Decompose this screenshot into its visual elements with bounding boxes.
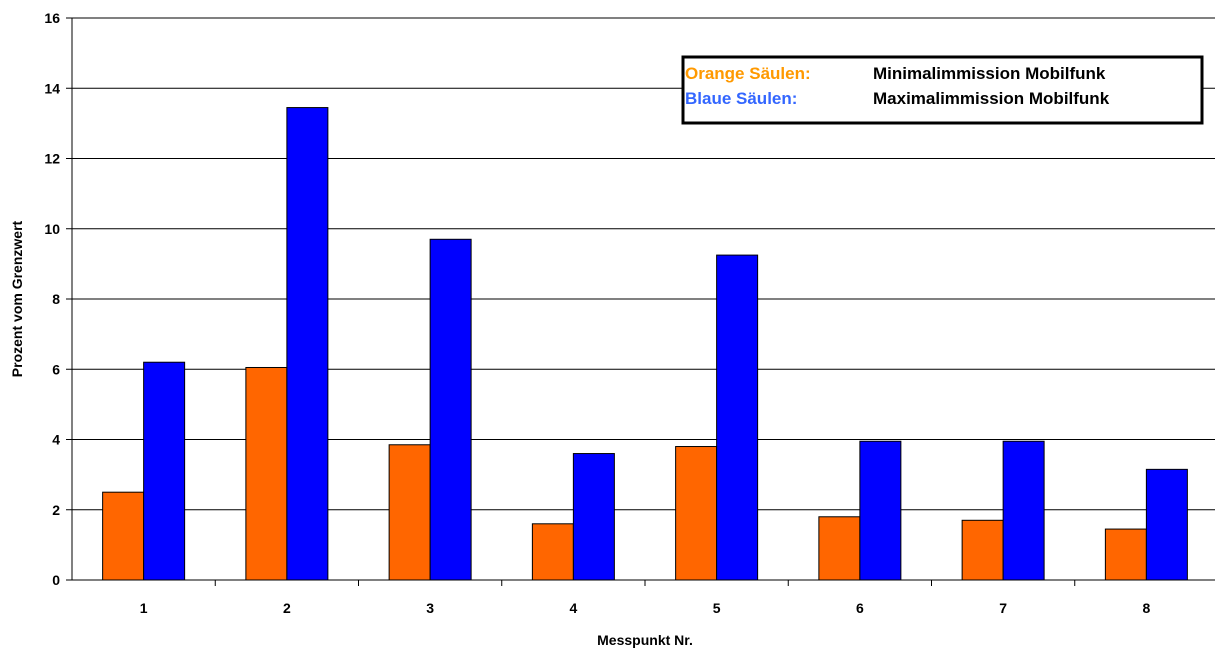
legend-key-orange: Orange Säulen: <box>685 64 811 83</box>
bar-orange-2 <box>245 366 288 581</box>
x-tick-labels: 1 2 3 4 5 6 7 8 <box>140 580 1150 616</box>
bar-blue-4 <box>572 453 615 581</box>
bar-blue-8 <box>1145 468 1188 581</box>
y-axis-title: Prozent vom Grenzwert <box>9 220 25 377</box>
bar-orange-8 <box>1104 528 1147 581</box>
y-tick-label: 6 <box>52 361 60 377</box>
y-tick-label: 16 <box>44 10 60 26</box>
bar-orange-5 <box>675 446 718 581</box>
x-tick-label: 2 <box>283 600 291 616</box>
legend-value-orange: Minimalimmission Mobilfunk <box>873 64 1106 83</box>
legend-box <box>681 55 1204 125</box>
bars <box>102 107 1188 581</box>
legend-key-blue: Blaue Säulen: <box>685 89 797 108</box>
bar-blue-7 <box>1002 440 1045 581</box>
x-tick-label: 4 <box>569 600 577 616</box>
bar-blue-3 <box>429 238 472 581</box>
y-tick-label: 10 <box>44 221 60 237</box>
y-tick-label: 8 <box>52 291 60 307</box>
bar-orange-4 <box>531 523 574 581</box>
bar-orange-7 <box>961 519 1004 581</box>
bar-blue-1 <box>143 361 186 581</box>
y-tick-label: 12 <box>44 151 60 167</box>
x-tick-label: 7 <box>999 600 1007 616</box>
x-tick-label: 6 <box>856 600 864 616</box>
y-tick-label: 14 <box>44 80 60 96</box>
y-tick-label: 4 <box>52 432 60 448</box>
legend: Orange Säulen: Minimalimmission Mobilfun… <box>681 55 1204 125</box>
x-tick-label: 1 <box>140 600 148 616</box>
bar-orange-3 <box>388 444 431 581</box>
bar-orange-1 <box>102 491 145 581</box>
bar-orange-6 <box>818 516 861 581</box>
bar-blue-5 <box>716 254 759 581</box>
legend-value-blue: Maximalimmission Mobilfunk <box>873 89 1110 108</box>
y-tick-label: 0 <box>52 572 60 588</box>
x-tick-label: 5 <box>713 600 721 616</box>
y-tick-labels: 0 2 4 6 8 10 12 14 16 <box>44 10 72 588</box>
x-tick-label: 8 <box>1142 600 1150 616</box>
bar-blue-6 <box>859 440 902 581</box>
x-axis-title: Messpunkt Nr. <box>597 632 693 648</box>
y-tick-label: 2 <box>52 502 60 518</box>
bar-blue-2 <box>286 107 329 581</box>
x-tick-label: 3 <box>426 600 434 616</box>
